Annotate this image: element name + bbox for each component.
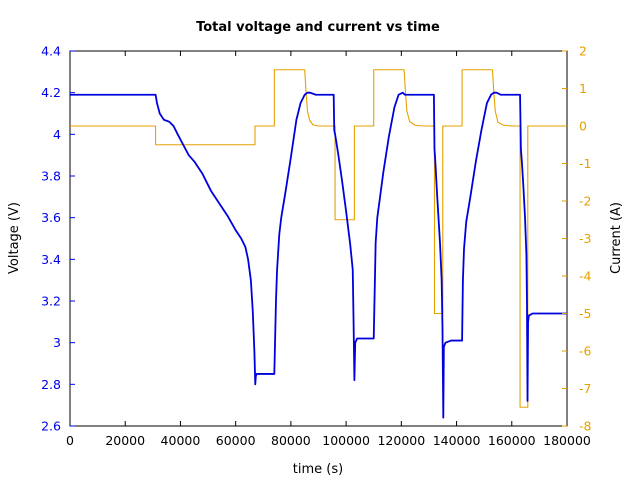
voltage-series xyxy=(70,91,567,419)
y-right-tick-label: -3 xyxy=(579,231,591,246)
y-axis-left: 2.6 2.8 3 3.2 3.4 3.6 3.8 4 4.2 4.4 xyxy=(41,44,75,434)
x-tick-label: 180000 xyxy=(543,433,591,448)
chart-title: Total voltage and current vs time xyxy=(196,20,440,35)
y-axis-left-label: Voltage (V) xyxy=(7,202,22,274)
y-right-tick-label: -1 xyxy=(579,156,591,171)
x-tick-label: 160000 xyxy=(488,433,536,448)
y-left-tick-label: 3 xyxy=(53,335,61,350)
x-tick-label: 0 xyxy=(66,433,74,448)
y-right-tick-label: -6 xyxy=(579,344,592,359)
x-tick-label: 120000 xyxy=(377,433,425,448)
y-left-tick-label: 4.4 xyxy=(41,44,61,59)
y-axis-right: -8 -7 -6 -5 -4 -3 -2 -1 0 1 2 xyxy=(562,44,592,434)
x-axis-label: time (s) xyxy=(293,462,343,477)
x-tick-label: 40000 xyxy=(161,433,201,448)
y-right-tick-label: 0 xyxy=(579,119,587,134)
y-right-tick-label: -7 xyxy=(579,381,591,396)
x-tick-label: 60000 xyxy=(216,433,256,448)
current-series xyxy=(70,69,567,408)
voltage-line xyxy=(70,91,567,419)
y-right-tick-label: -2 xyxy=(579,194,591,209)
x-tick-label: 80000 xyxy=(271,433,311,448)
y-left-tick-label: 2.8 xyxy=(41,377,61,392)
x-tick-label: 100000 xyxy=(322,433,370,448)
x-tick-label: 140000 xyxy=(433,433,481,448)
y-right-tick-label: -4 xyxy=(579,269,592,284)
y-right-tick-label: 2 xyxy=(579,44,587,59)
y-right-tick-label: -5 xyxy=(579,306,591,321)
y-left-tick-label: 3.4 xyxy=(41,252,61,267)
current-line xyxy=(70,69,567,408)
y-axis-right-label: Current (A) xyxy=(609,202,624,274)
y-right-tick-label: 1 xyxy=(579,81,587,96)
plot-area xyxy=(69,50,568,427)
y-left-tick-label: 3.8 xyxy=(41,169,61,184)
y-right-tick-label: -8 xyxy=(579,419,592,434)
y-left-tick-label: 4.2 xyxy=(41,85,61,100)
y-left-tick-label: 3.6 xyxy=(41,210,61,225)
x-tick-label: 20000 xyxy=(105,433,145,448)
x-axis: 0 20000 40000 60000 80000 100000 120000 140000 1… xyxy=(66,51,591,448)
y-left-tick-label: 3.2 xyxy=(41,294,61,309)
y-left-tick-label: 2.6 xyxy=(41,419,61,434)
y-left-tick-label: 4 xyxy=(53,127,61,142)
plot-frame xyxy=(69,50,568,427)
